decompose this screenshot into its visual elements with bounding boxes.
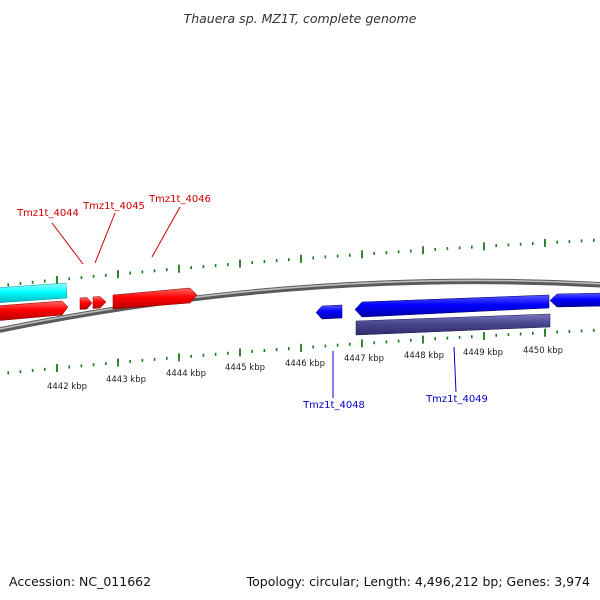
gene-label-tmz1t-4048[interactable]: Tmz1t_4048 xyxy=(302,400,365,411)
scale-labels: 4442 kbp 4443 kbp 4444 kbp 4445 kbp 4446… xyxy=(47,346,563,392)
scale-ticks-lower xyxy=(7,328,595,375)
label-leader-tmz1t-4044 xyxy=(51,222,84,265)
scale-label: 4442 kbp xyxy=(47,382,87,392)
gene-label-tmz1t-4044[interactable]: Tmz1t_4044 xyxy=(16,208,79,219)
map-title: Thauera sp. MZ1T, complete genome xyxy=(184,11,417,26)
scale-label: 4450 kbp xyxy=(523,346,563,356)
scale-label: 4449 kbp xyxy=(463,348,503,358)
genome-backbone xyxy=(0,278,600,333)
gene-label-tmz1t-4046[interactable]: Tmz1t_4046 xyxy=(148,194,211,205)
accession-text: Accession: NC_011662 xyxy=(9,574,151,589)
label-leader-tmz1t-4046 xyxy=(151,206,181,258)
gene-label-tmz1t-4049[interactable]: Tmz1t_4049 xyxy=(425,394,488,405)
purple-feature[interactable] xyxy=(355,313,551,336)
scale-label: 4448 kbp xyxy=(404,351,444,361)
scale-ticks-upper xyxy=(7,238,595,287)
genome-summary-text: Topology: circular; Length: 4,496,212 bp… xyxy=(246,574,590,589)
genome-backbone-highlight xyxy=(0,279,600,330)
gene-tmz1t-4046-arrow[interactable] xyxy=(112,287,198,310)
gene-tmz1t-4044-arrow[interactable] xyxy=(0,300,69,321)
gene-tmz1t-4045-arrow-b[interactable] xyxy=(92,296,107,309)
scale-label: 4443 kbp xyxy=(106,375,146,385)
gene-adjacent-reverse-arrow[interactable] xyxy=(549,292,600,308)
gene-tmz1t-4048-arrow[interactable] xyxy=(315,304,343,320)
scale-label: 4445 kbp xyxy=(225,363,265,373)
scale-label: 4447 kbp xyxy=(344,354,384,364)
gene-label-tmz1t-4045[interactable]: Tmz1t_4045 xyxy=(82,201,145,212)
label-leader-tmz1t-4045 xyxy=(94,212,116,264)
gene-tmz1t-4045-arrow-a[interactable] xyxy=(79,297,93,310)
gene-tmz1t-4049-arrow[interactable] xyxy=(354,294,550,318)
cyan-feature[interactable] xyxy=(0,282,68,303)
scale-label: 4444 kbp xyxy=(166,369,206,379)
scale-label: 4446 kbp xyxy=(285,359,325,369)
label-leader-tmz1t-4049 xyxy=(453,346,457,393)
